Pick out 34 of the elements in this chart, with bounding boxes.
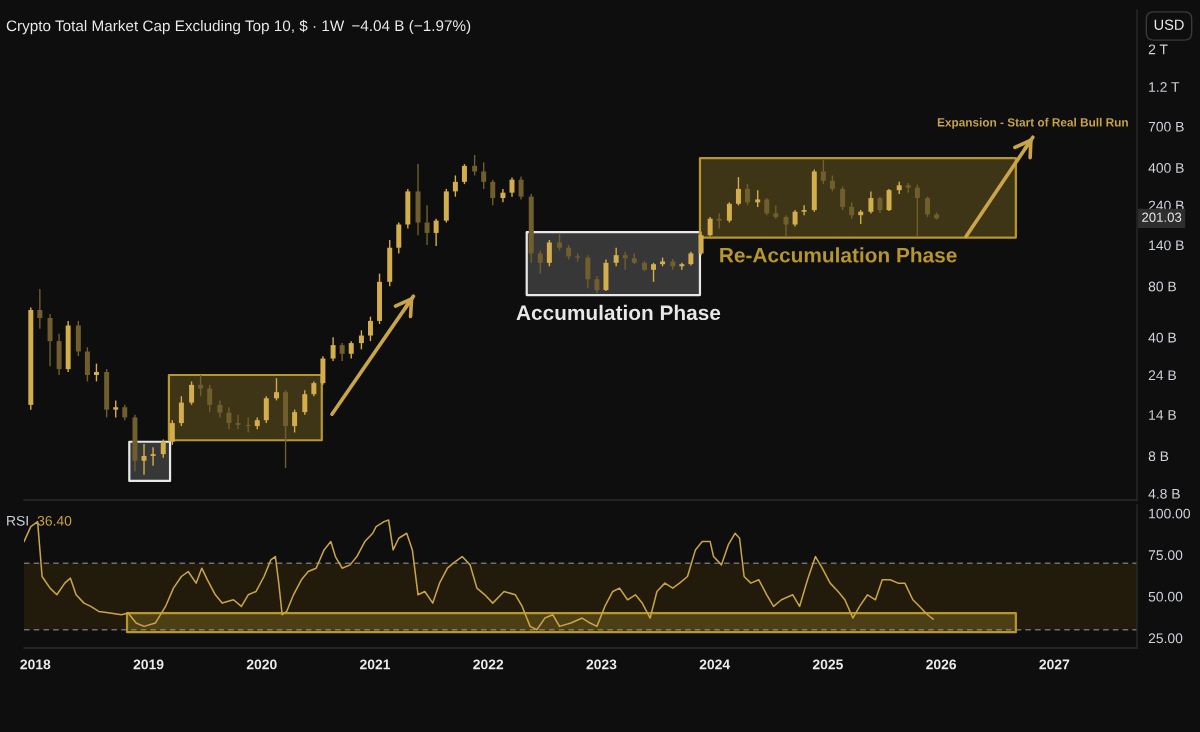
x-tick-label: 2021 xyxy=(360,659,391,670)
annotation: Re-Accumulation Phase xyxy=(720,247,957,263)
y-tick-label: 50.00 xyxy=(1148,591,1183,602)
x-tick-label: 2026 xyxy=(926,659,957,670)
annotation: Accumulation Phase xyxy=(516,304,721,321)
text: −4.04 B (−1.97%) xyxy=(352,19,471,35)
y-tick-label: 14 B xyxy=(1149,410,1176,420)
y-tick-label: 40 B xyxy=(1148,332,1176,343)
text: 201.03 xyxy=(1142,212,1182,222)
y-tick-label: 140 B xyxy=(1149,240,1184,251)
x-tick-label: 2023 xyxy=(586,659,617,670)
annotation: 36.40 xyxy=(37,515,72,526)
y-tick-label: 2 T xyxy=(1148,44,1168,55)
y-tick-label: 75.00 xyxy=(1148,550,1183,561)
x-tick-label: 2024 xyxy=(699,659,731,670)
y-tick-label: 100.00 xyxy=(1149,508,1191,519)
x-tick-label: 2018 xyxy=(20,659,51,670)
x-tick-label: 2019 xyxy=(133,659,164,670)
y-tick-label: 24 B xyxy=(1148,370,1176,381)
x-tick-label: 2027 xyxy=(1039,659,1070,670)
text: Crypto Total Market Cap Excluding Top 10, $ · 1W xyxy=(6,19,345,35)
y-tick-label: 700 B xyxy=(1148,121,1184,132)
annotation: Expansion - Start of Real Bull Run xyxy=(937,117,1128,129)
text: RSI xyxy=(7,515,28,526)
y-tick-label: 4.8 B xyxy=(1148,488,1180,499)
y-tick-label: 8 B xyxy=(1148,451,1169,462)
x-tick-label: 2020 xyxy=(246,659,277,670)
y-tick-label: 400 B xyxy=(1148,163,1184,173)
y-axis-title: USD xyxy=(1154,19,1184,30)
x-tick-label: 2025 xyxy=(812,659,843,670)
y-tick-label: 80 B xyxy=(1148,281,1176,292)
y-tick-label: 25.00 xyxy=(1148,633,1183,644)
y-tick-label: 1.2 T xyxy=(1149,82,1180,92)
x-tick-label: 2022 xyxy=(473,659,504,670)
